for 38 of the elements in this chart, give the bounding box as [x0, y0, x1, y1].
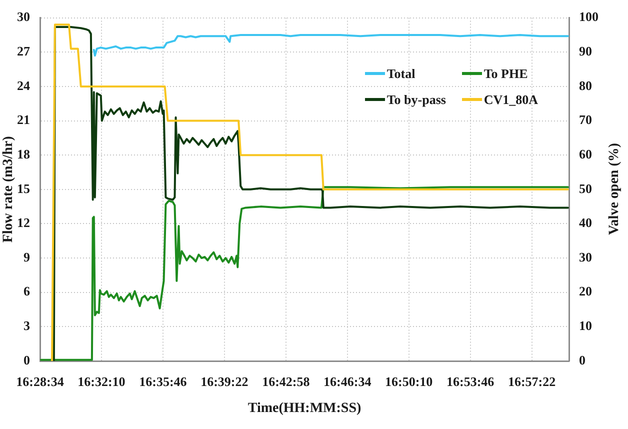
- y2-tick-label: 10: [579, 318, 592, 334]
- x-tick-label: 16:53:46: [446, 374, 495, 390]
- y-tick-label: 9: [24, 249, 30, 264]
- y2-tick-label: 100: [579, 9, 598, 24]
- y-tick-label: 27: [17, 43, 30, 58]
- y-tick-label: 3: [24, 318, 30, 334]
- y2-tick-label: 60: [579, 146, 592, 162]
- x-tick-label: 16:32:10: [78, 374, 126, 390]
- x-tick-label: 16:39:22: [200, 374, 248, 390]
- x-tick-label: 16:35:46: [139, 374, 188, 390]
- y-tick-label: 0: [24, 352, 30, 368]
- x-tick-label: 16:50:10: [385, 374, 433, 390]
- y2-tick-label: 90: [579, 43, 592, 58]
- x-axis-title: Time(HH:MM:SS): [248, 401, 362, 416]
- x-tick-label: 16:57:22: [508, 374, 556, 390]
- y2-tick-label: 0: [579, 352, 586, 368]
- legend-label: To PHE: [484, 66, 528, 81]
- legend-label: Total: [386, 66, 416, 81]
- y-tick-label: 21: [17, 112, 30, 128]
- legend-label: To by-pass: [386, 92, 446, 107]
- y2-tick-label: 40: [579, 215, 592, 230]
- y-tick-label: 15: [17, 180, 30, 196]
- y2-tick-label: 30: [579, 249, 592, 264]
- y-tick-label: 12: [17, 215, 30, 230]
- y-tick-label: 30: [17, 9, 30, 24]
- x-tick-label: 16:46:34: [324, 374, 372, 390]
- y2-tick-label: 20: [579, 284, 592, 299]
- x-tick-label: 16:42:58: [262, 374, 310, 390]
- y2-tick-label: 80: [579, 78, 592, 93]
- y2-axis-title: Valve open (%): [607, 143, 623, 236]
- y-tick-label: 24: [17, 78, 30, 93]
- y-tick-label: 6: [24, 284, 30, 299]
- y2-tick-label: 50: [579, 180, 592, 196]
- x-tick-label: 16:28:34: [16, 374, 64, 390]
- y-tick-label: 18: [17, 146, 30, 162]
- legend-label: CV1_80A: [484, 92, 538, 107]
- y-axis-title: Flow rate (m3/hr): [1, 136, 16, 243]
- y2-tick-label: 70: [579, 112, 592, 128]
